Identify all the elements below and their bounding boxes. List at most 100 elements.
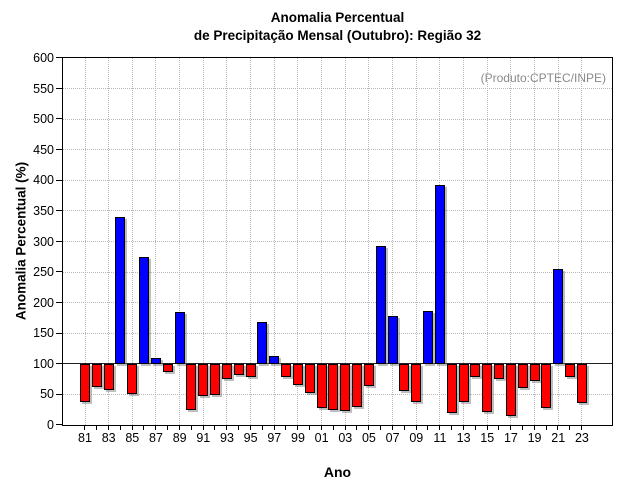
x-tick-label: 97 <box>267 431 282 445</box>
x-tick-label: 83 <box>101 431 116 445</box>
bar-16 <box>494 363 505 380</box>
chart-title-line2: de Precipitação Mensal (Outubro): Região… <box>193 28 482 43</box>
gridline-vertical <box>250 58 252 425</box>
gridline-vertical <box>226 58 228 425</box>
x-tick <box>380 425 382 430</box>
bar-09 <box>411 363 422 403</box>
x-tick-label: 19 <box>527 431 542 445</box>
x-tick-label: 01 <box>314 431 329 445</box>
gridline-vertical <box>463 58 465 425</box>
x-tick <box>297 425 299 430</box>
bar-23 <box>576 363 587 403</box>
bar-87 <box>150 358 161 364</box>
y-tick <box>56 57 62 59</box>
gridline-horizontal <box>63 88 612 90</box>
bar-81 <box>80 363 90 403</box>
y-tick <box>56 149 62 150</box>
gridline-vertical <box>486 58 488 425</box>
gridline-horizontal <box>63 179 612 181</box>
gridline-horizontal <box>63 118 612 120</box>
x-tick-label: 89 <box>172 431 187 445</box>
bar-08 <box>399 363 410 391</box>
gridline-vertical <box>108 58 110 425</box>
gridline-vertical <box>581 58 583 425</box>
y-tick-label: 50 <box>40 387 54 402</box>
x-tick <box>498 425 500 430</box>
x-tick <box>356 425 358 430</box>
y-tick-label: 350 <box>33 203 54 218</box>
bar-02 <box>328 363 339 410</box>
gridline-horizontal <box>63 271 612 273</box>
x-tick <box>226 425 228 430</box>
x-tick <box>238 425 240 430</box>
y-tick <box>56 424 62 426</box>
gridline-vertical <box>510 58 512 425</box>
bar-15 <box>482 363 493 412</box>
gridline-vertical <box>273 58 275 425</box>
x-tick <box>143 425 145 430</box>
y-tick-label: 500 <box>33 112 54 127</box>
x-tick-label: 81 <box>78 431 92 445</box>
x-tick-label: 07 <box>385 431 400 445</box>
bar-01 <box>316 363 327 408</box>
gridline-horizontal <box>63 210 612 212</box>
x-tick <box>344 425 346 430</box>
bar-03 <box>340 363 351 411</box>
x-tick <box>202 425 204 430</box>
bar-82 <box>91 363 102 388</box>
plot-area-frame <box>62 57 613 426</box>
y-tick-label: 300 <box>33 234 54 249</box>
gridline-vertical <box>415 58 417 425</box>
bar-91 <box>198 363 209 397</box>
bar-93 <box>221 363 232 380</box>
x-tick <box>214 425 216 430</box>
x-tick <box>332 425 334 430</box>
x-tick <box>533 425 535 430</box>
x-tick <box>131 425 133 430</box>
gridline-horizontal <box>63 302 612 304</box>
x-tick <box>285 425 287 430</box>
x-tick <box>119 425 121 430</box>
x-tick <box>167 425 169 430</box>
x-tick <box>249 425 251 430</box>
gridline-vertical <box>321 58 323 425</box>
x-tick <box>84 425 86 430</box>
y-tick <box>56 363 62 365</box>
x-tick <box>415 425 417 430</box>
x-tick-label: 91 <box>196 431 211 445</box>
gridline-vertical <box>131 58 133 425</box>
y-tick <box>56 301 62 303</box>
x-tick-label: 05 <box>361 431 376 445</box>
gridline-vertical <box>84 58 86 425</box>
gridline-vertical <box>179 58 181 425</box>
bar-17 <box>505 363 516 416</box>
y-tick-label: 550 <box>33 81 54 96</box>
x-tick <box>581 425 583 430</box>
x-tick <box>320 425 322 430</box>
x-tick <box>474 425 476 430</box>
bar-19 <box>529 363 540 381</box>
x-tick-label: 21 <box>551 431 566 445</box>
x-tick <box>427 425 429 430</box>
x-tick <box>155 425 157 430</box>
bar-95 <box>245 363 256 377</box>
gridline-vertical <box>368 58 370 425</box>
gridline-vertical <box>344 58 346 425</box>
bar-90 <box>186 363 197 411</box>
bar-12 <box>446 363 457 413</box>
bar-10 <box>423 311 434 364</box>
x-tick-label: 17 <box>503 431 518 445</box>
x-tick <box>462 425 464 430</box>
x-tick-label: 99 <box>291 431 305 445</box>
watermark-label: (Produto:CPTEC/INPE) <box>480 71 606 85</box>
y-tick-label: 0 <box>47 418 54 432</box>
bar-97 <box>269 355 280 364</box>
x-tick <box>510 425 512 430</box>
x-tick-label: 85 <box>125 431 140 445</box>
chart-title-line1: Anomalia Percentual <box>270 10 405 25</box>
y-tick-label: 450 <box>33 142 54 157</box>
y-tick <box>56 240 62 242</box>
gridline-vertical <box>392 58 394 425</box>
x-tick <box>403 425 405 430</box>
